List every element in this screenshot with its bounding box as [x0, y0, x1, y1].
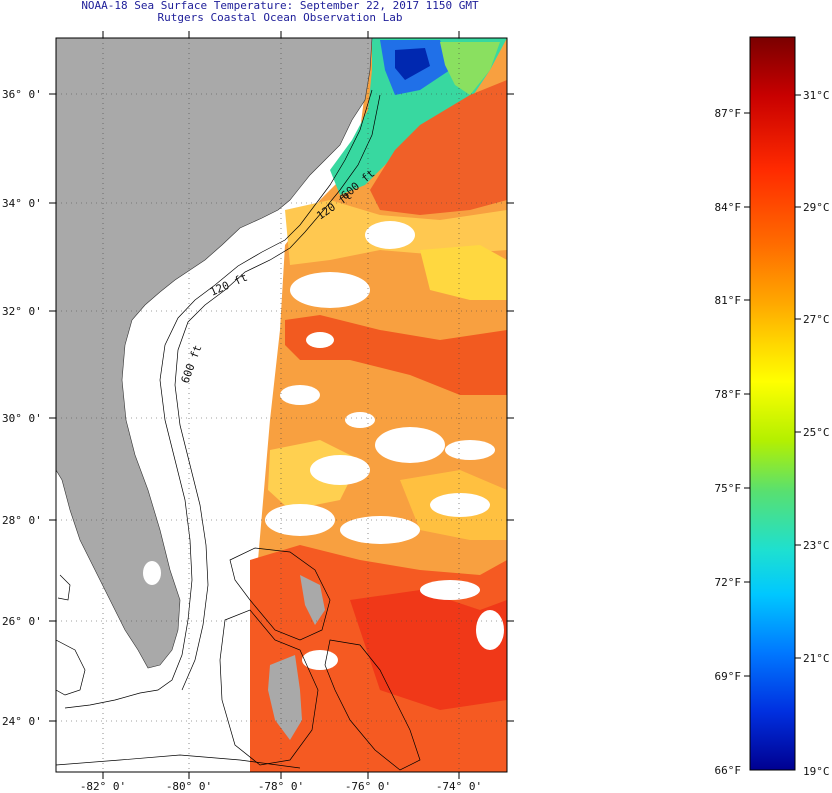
lon-label-74: -74° 0'	[436, 780, 482, 793]
cb-f-84: 84°F	[715, 201, 742, 214]
cb-f-75: 75°F	[715, 482, 742, 495]
longitude-labels: -82° 0' -80° 0' -78° 0' -76° 0' -74° 0'	[80, 780, 482, 793]
cb-c-31: 31°C	[803, 89, 830, 102]
us-southeast-land	[56, 38, 373, 669]
cb-c-25: 25°C	[803, 426, 830, 439]
lat-label-28: 28° 0'	[2, 514, 42, 527]
cb-f-69: 69°F	[715, 670, 742, 683]
lat-label-36: 36° 0'	[2, 88, 42, 101]
lon-label-82: -82° 0'	[80, 780, 126, 793]
colorbar-rect	[749, 36, 796, 771]
lat-label-34: 34° 0'	[2, 197, 42, 210]
lon-label-76: -76° 0'	[345, 780, 391, 793]
cb-f-81: 81°F	[715, 294, 742, 307]
lon-label-80: -80° 0'	[166, 780, 212, 793]
cb-f-min: 66°F	[715, 764, 742, 777]
map-subtitle: Rutgers Coastal Ocean Observation Lab	[157, 11, 403, 24]
cb-f-87: 87°F	[715, 107, 742, 120]
cloud-gaps	[265, 221, 504, 670]
lat-label-26: 26° 0'	[2, 615, 42, 628]
lat-label-30: 30° 0'	[2, 412, 42, 425]
lake-okeechobee	[143, 561, 161, 585]
cb-c-21: 21°C	[803, 652, 830, 665]
colorbar-fahrenheit-labels: 87°F 84°F 81°F 78°F 75°F 72°F 69°F 66°F	[715, 107, 742, 777]
lon-label-78: -78° 0'	[258, 780, 304, 793]
cb-c-27: 27°C	[803, 313, 830, 326]
bathymetry-contours	[56, 89, 421, 771]
colorbar-ticks	[744, 94, 801, 677]
cb-c-23: 23°C	[803, 539, 830, 552]
cb-f-72: 72°F	[715, 576, 742, 589]
map-title: NOAA-18 Sea Surface Temperature: Septemb…	[81, 0, 479, 12]
cb-c-min: 19°C	[803, 765, 830, 778]
gulf-stream	[370, 80, 507, 215]
bahamas-island	[268, 655, 302, 740]
lat-label-32: 32° 0'	[2, 305, 42, 318]
colorbar-celsius-labels: 31°C 29°C 27°C 25°C 23°C 21°C 19°C	[803, 89, 830, 778]
graticule	[56, 38, 507, 772]
cb-f-78: 78°F	[715, 388, 742, 401]
tick-marks	[49, 31, 514, 779]
lat-label-24: 24° 0'	[2, 715, 42, 728]
colorbar: 87°F 84°F 81°F 78°F 75°F 72°F 69°F 66°F …	[715, 36, 830, 778]
latitude-labels: 36° 0' 34° 0' 32° 0' 30° 0' 28° 0' 26° 0…	[2, 88, 42, 728]
cb-c-29: 29°C	[803, 201, 830, 214]
